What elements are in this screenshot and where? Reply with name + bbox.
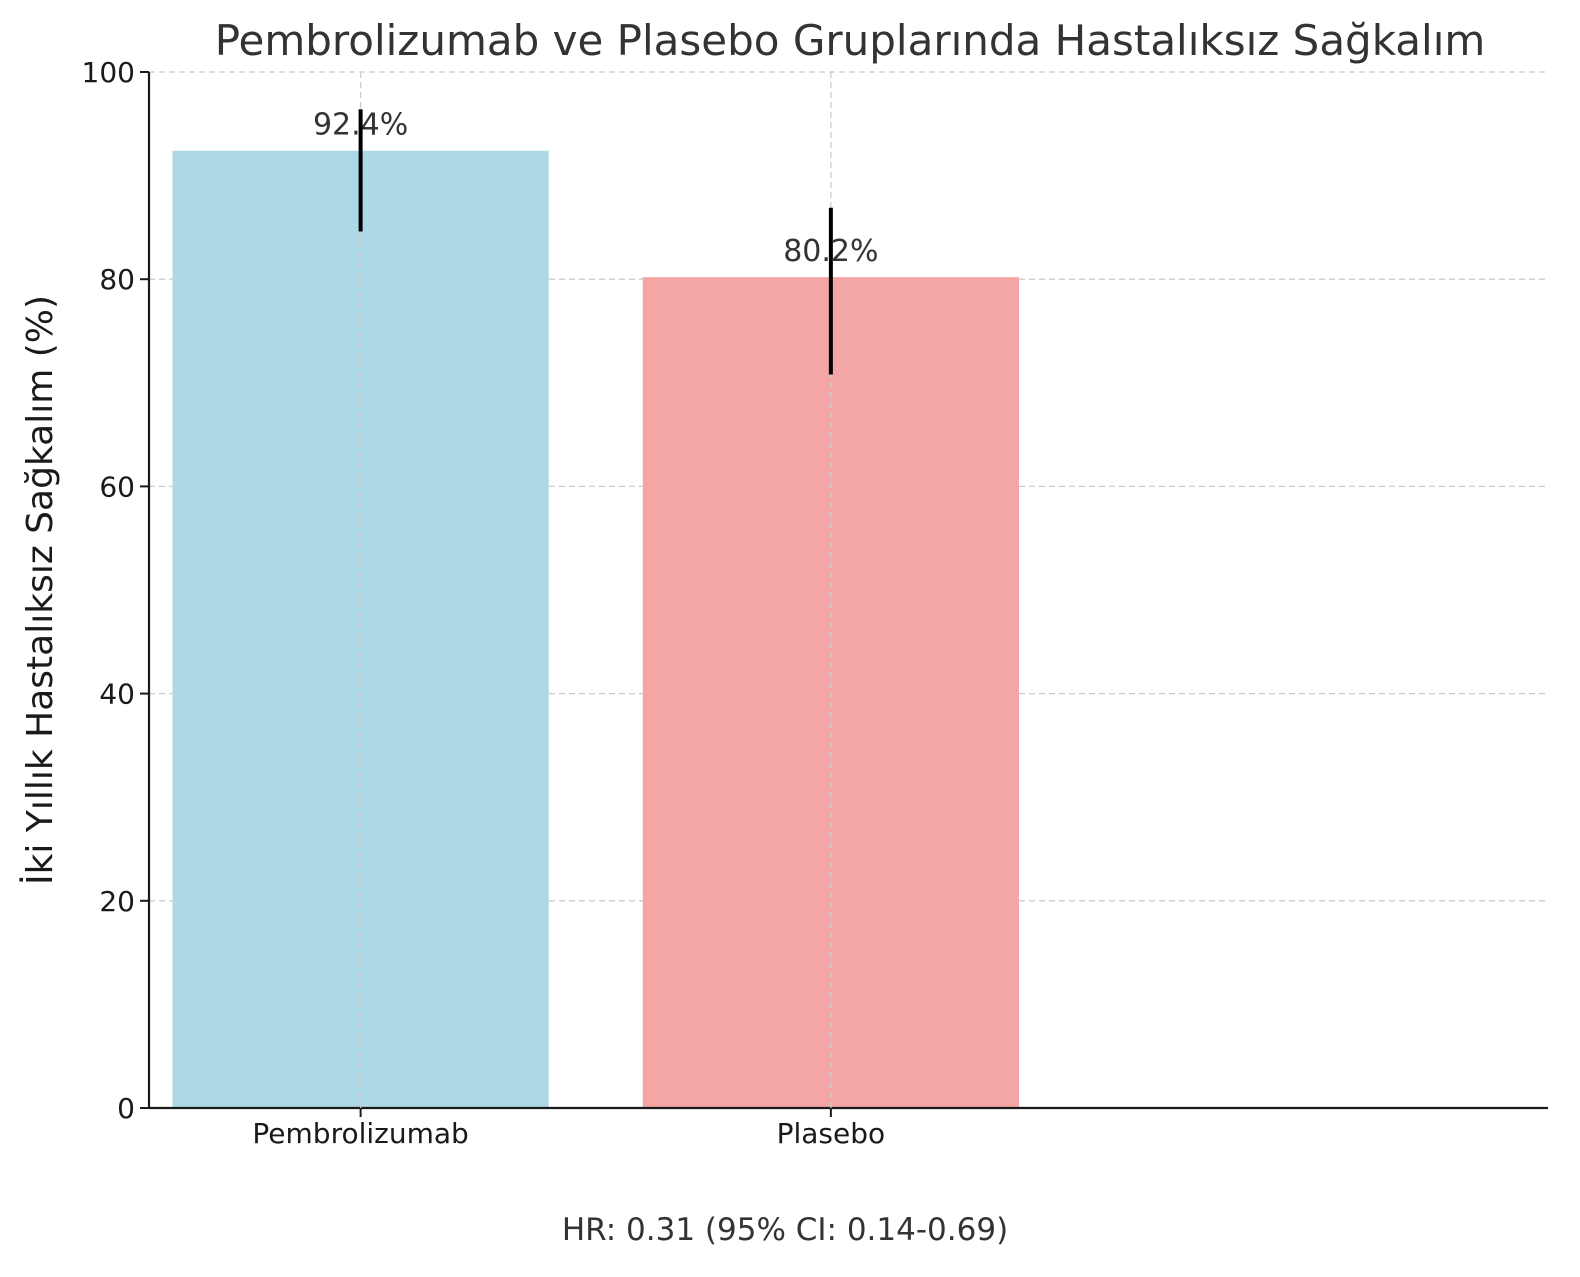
- hazard-ratio-annotation: HR: 0.31 (95% CI: 0.14-0.69): [562, 1212, 1008, 1248]
- y-tick-label: 0: [117, 1092, 135, 1125]
- y-tick-label: 20: [99, 885, 135, 918]
- y-tick-label: 100: [82, 56, 135, 89]
- bars: [172, 150, 1019, 1109]
- x-tick-label: Plasebo: [777, 1117, 886, 1150]
- y-tick-label: 40: [99, 678, 135, 711]
- x-tick-label: Pembrolizumab: [252, 1117, 468, 1150]
- axes: 0 20 40 60 80 100 Pembrolizumab Plasebo: [82, 56, 1548, 1150]
- chart-title: Pembrolizumab ve Plasebo Gruplarında Has…: [215, 16, 1486, 65]
- error-bars: [358, 109, 833, 375]
- bar-pembrolizumab: [172, 150, 549, 1109]
- y-tick-label: 60: [99, 470, 135, 503]
- y-tick-label: 80: [99, 263, 135, 296]
- y-axis-label: İki Yıllık Hastalıksız Sağkalım (%): [19, 295, 61, 885]
